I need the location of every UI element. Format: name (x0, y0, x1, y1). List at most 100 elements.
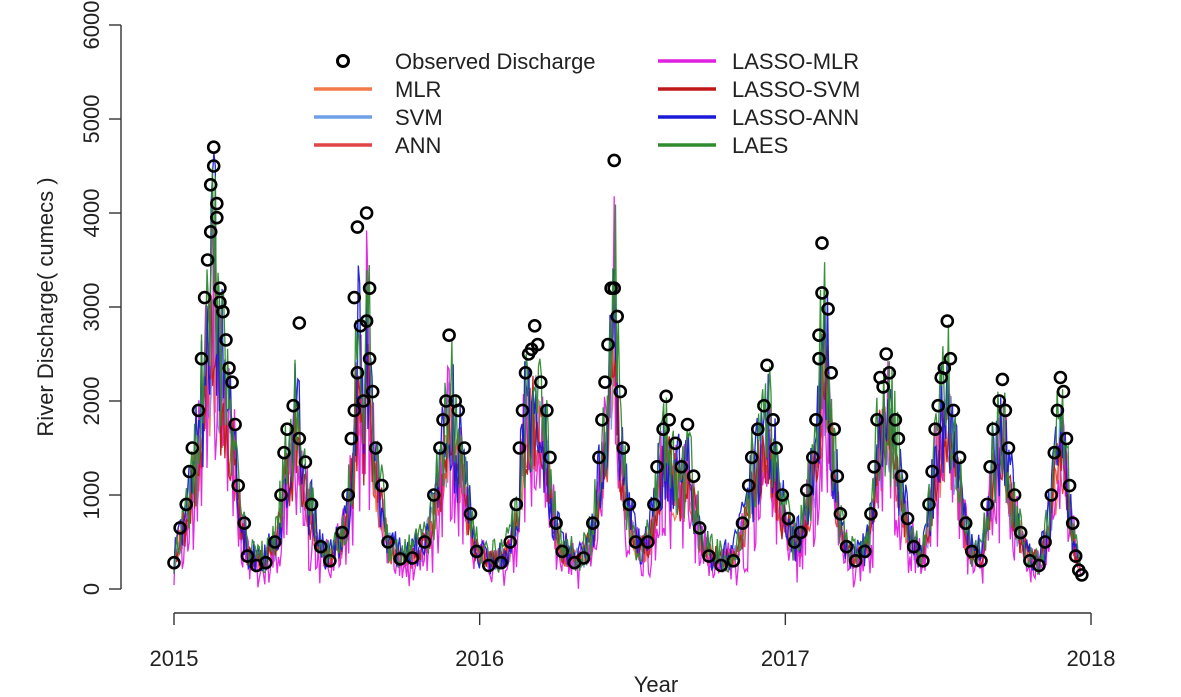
axes: 2015 2016 2017 2018 0 1000 2000 3000 4000 5000 600… (79, 1, 1115, 671)
observed-point (173, 521, 187, 535)
observed-point (197, 290, 212, 305)
observed-point (916, 553, 930, 568)
observed-point (203, 225, 218, 239)
observed-point (867, 459, 881, 474)
observed-point (674, 459, 689, 474)
observed-point (812, 328, 826, 343)
observed-point (240, 549, 255, 563)
observed-point (350, 220, 365, 234)
observed-point (280, 422, 294, 437)
observed-point (335, 525, 349, 540)
y-tick-label: 4000 (79, 189, 104, 238)
observed-point (686, 469, 701, 484)
observed-point (680, 417, 695, 432)
observed-point (555, 544, 570, 559)
observed-point (793, 525, 808, 540)
observed-point (952, 450, 967, 465)
observed-point (668, 436, 683, 451)
observed-point (286, 398, 301, 413)
observed-point (405, 551, 420, 565)
observed-point (350, 365, 365, 380)
observed-point (228, 417, 242, 432)
observed-point (1001, 441, 1016, 455)
observed-point (304, 497, 319, 512)
observed-point (940, 314, 955, 328)
observed-point (185, 441, 200, 455)
observed-point (515, 403, 530, 418)
observed-point (533, 375, 548, 390)
observed-point (964, 544, 979, 559)
observed-point (900, 511, 915, 526)
observed-point (191, 403, 206, 418)
x-tick-label: 2018 (1067, 646, 1116, 671)
observed-point (937, 361, 952, 375)
observed-point (980, 497, 994, 512)
observed-point (848, 553, 863, 568)
observed-point (894, 469, 909, 484)
observed-point (879, 347, 894, 361)
observed-point (692, 521, 707, 535)
observed-point (974, 553, 988, 568)
observed-point (494, 555, 508, 570)
observed-point (744, 450, 759, 465)
observed-point (527, 318, 542, 333)
legend-item: LAES (658, 133, 788, 158)
observed-point (714, 558, 728, 573)
observed-point (549, 516, 563, 531)
observed-point (650, 459, 664, 474)
observed-point (179, 497, 193, 512)
observed-point (576, 551, 591, 565)
observed-point (827, 422, 842, 437)
legend-symbol (336, 54, 350, 68)
observed-point (442, 328, 456, 343)
observed-point (359, 206, 374, 220)
observed-point (815, 236, 829, 250)
observed-point (610, 309, 625, 324)
observed-point (356, 394, 371, 408)
observed-point (463, 506, 478, 521)
observed-point (359, 314, 374, 328)
series-line-lasso-svm (173, 295, 1082, 571)
legend-label: Observed Discharge (395, 49, 596, 74)
observed-point (292, 431, 307, 446)
legend-label: LASSO-SVM (732, 77, 860, 102)
observed-point (323, 553, 337, 568)
observed-point (821, 302, 835, 316)
legend-label: SVM (395, 105, 443, 130)
observed-point (781, 511, 796, 526)
observed-point (775, 488, 790, 502)
observed-point (1056, 384, 1071, 399)
observed-point (210, 210, 224, 225)
observed-point (292, 316, 307, 330)
observed-point (417, 535, 432, 549)
observed-point (992, 394, 1007, 408)
observed-point (375, 478, 389, 493)
observed-point (1050, 403, 1065, 418)
y-tick-label: 3000 (79, 283, 104, 332)
observed-point (509, 497, 524, 512)
observed-point (362, 351, 377, 366)
observed-point (540, 403, 554, 418)
observed-point (543, 450, 557, 465)
observed-point (368, 441, 383, 455)
observed-point (833, 506, 848, 521)
observed-point (983, 459, 997, 474)
observed-point (268, 535, 282, 549)
observed-point (503, 535, 518, 549)
observed-point (592, 450, 606, 465)
series-lines (173, 152, 1082, 589)
observed-point (1038, 535, 1052, 549)
observed-point (741, 478, 756, 493)
observed-point (362, 281, 377, 296)
observed-point (864, 506, 878, 521)
observed-point (1044, 488, 1059, 502)
observed-point (1047, 445, 1062, 460)
observed-point (839, 539, 854, 554)
legend-item: ANN (314, 133, 441, 158)
observed-point (439, 394, 453, 408)
legend-item: MLR (314, 77, 441, 102)
observed-points (167, 140, 1089, 582)
observed-point (662, 412, 677, 427)
observed-point (876, 380, 890, 394)
